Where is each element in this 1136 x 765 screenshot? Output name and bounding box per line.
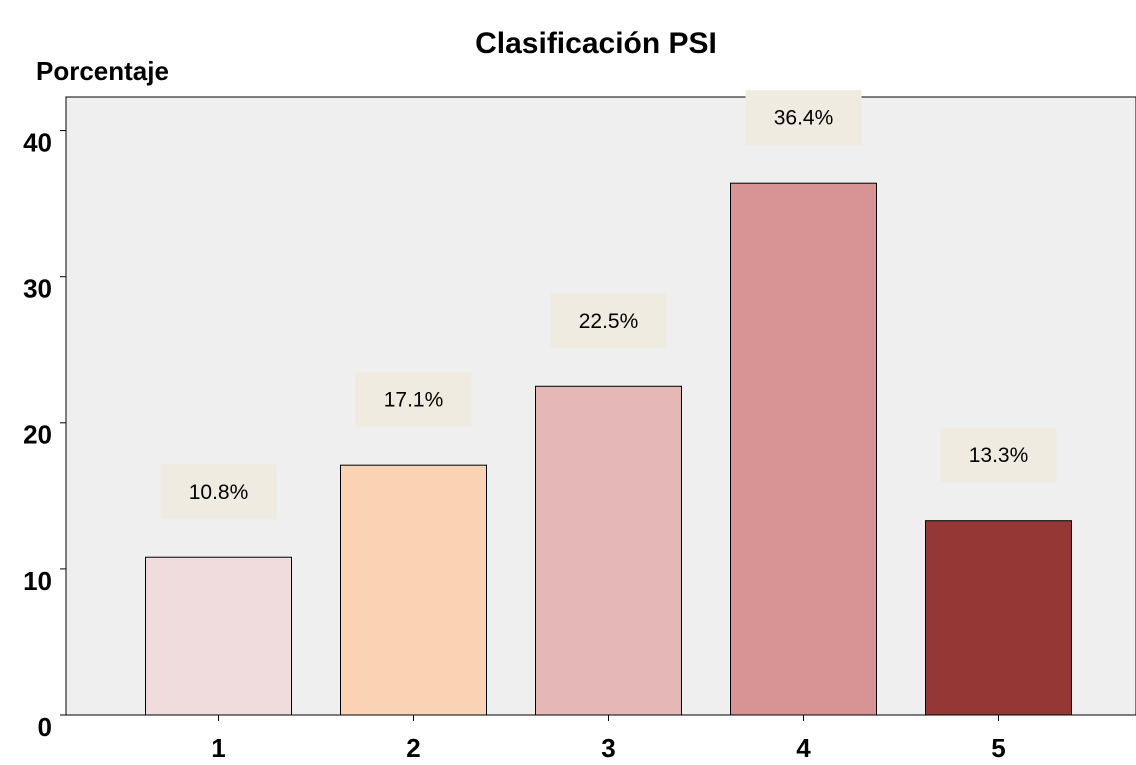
- x-tick-label: 1: [211, 733, 225, 763]
- bar: [340, 464, 487, 716]
- x-tick-label: 3: [601, 733, 615, 763]
- value-label: 10.8%: [189, 481, 249, 504]
- value-label-box: [940, 427, 1057, 483]
- bar: [730, 182, 877, 716]
- value-label: 13.3%: [969, 444, 1029, 467]
- bar: [145, 556, 292, 716]
- y-tick-label: 10: [23, 566, 52, 596]
- x-tick-label: 4: [796, 733, 811, 763]
- y-tick-label: 40: [23, 127, 52, 157]
- bar: [925, 520, 1072, 716]
- y-axis-label: Porcentaje: [36, 56, 169, 86]
- chart-title: Clasificación PSI: [475, 27, 717, 60]
- x-tick-label: 5: [991, 733, 1005, 763]
- value-label: 22.5%: [579, 310, 639, 333]
- value-label-box: [550, 293, 667, 349]
- value-label: 17.1%: [384, 389, 444, 412]
- x-tick-label: 2: [406, 733, 420, 763]
- value-label: 36.4%: [774, 107, 834, 130]
- value-label-box: [355, 372, 472, 428]
- y-tick-label: 0: [38, 712, 52, 742]
- value-label-box: [160, 464, 277, 520]
- bar: [535, 385, 682, 716]
- y-tick-label: 20: [23, 420, 52, 450]
- y-tick-label: 30: [23, 274, 52, 304]
- value-label-box: [745, 90, 862, 146]
